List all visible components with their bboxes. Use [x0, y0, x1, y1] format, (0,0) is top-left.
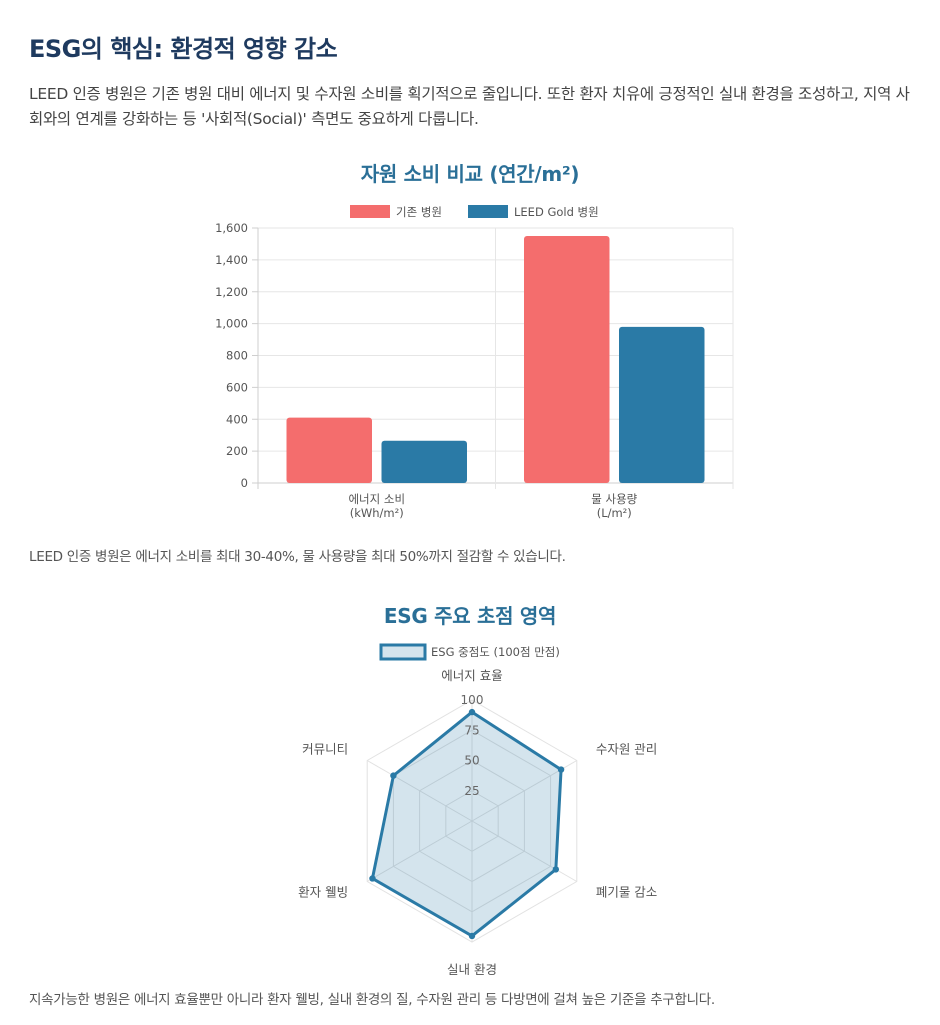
x-tick-label: 에너지 소비 [348, 492, 405, 506]
radar-axis-label: 폐기물 감소 [596, 885, 657, 900]
x-tick-label: 물 사용량 [591, 492, 637, 506]
bar [524, 235, 610, 483]
bar [286, 417, 372, 483]
radar-spoke [366, 820, 473, 882]
radar-axis-label: 커뮤니티 [302, 742, 348, 757]
radar-point [369, 875, 376, 882]
y-tick-label: 1,400 [215, 253, 248, 267]
bar [619, 326, 705, 483]
legend-label: ESG 중점도 (100점 만점) [431, 645, 560, 659]
y-tick-label: 1,200 [215, 285, 248, 299]
radar-spoke [366, 760, 473, 822]
page-title: ESG의 핵심: 환경적 영향 감소 [29, 35, 338, 63]
radar-tick-label: 100 [461, 693, 484, 707]
x-tick-label: (L/m²) [597, 506, 632, 520]
radar-tick-label: 50 [464, 754, 479, 768]
legend-label: LEED Gold 병원 [514, 205, 599, 219]
radar-point [468, 932, 476, 940]
y-tick-label: 0 [241, 476, 248, 490]
intro-paragraph: LEED 인증 병원은 기존 병원 대비 에너지 및 수자원 소비를 획기적으로… [29, 85, 910, 128]
radar-axis-label: 실내 환경 [447, 962, 497, 975]
radar-tick-label: 25 [464, 784, 479, 798]
bar-legend: 기존 병원 LEED Gold 병원 [350, 205, 599, 219]
radar-area [370, 710, 563, 938]
radar-point [468, 708, 476, 716]
legend-label: 기존 병원 [396, 205, 442, 219]
y-tick-label: 600 [226, 380, 248, 394]
radar-tick-label: 75 [464, 723, 479, 737]
x-tick-label: (kWh/m²) [350, 506, 404, 520]
radar-axis-label: 에너지 효율 [441, 668, 502, 683]
radar-chart-caption: 지속가능한 병원은 에너지 효율뿐만 아니라 환자 웰빙, 실내 환경의 질, … [29, 992, 715, 1008]
radar-point [390, 772, 397, 779]
radar-axis-label: 수자원 관리 [596, 742, 657, 757]
bar-chart-title: 자원 소비 비교 (연간/m²) [360, 162, 580, 186]
radar-axis-label: 환자 웰빙 [298, 885, 348, 900]
legend-swatch [379, 643, 427, 661]
y-tick-label: 400 [226, 412, 248, 426]
radar-point [557, 766, 565, 773]
radar-chart-title: ESG 주요 초점 영역 [383, 604, 557, 628]
legend-swatch [350, 205, 390, 218]
y-tick-label: 200 [226, 444, 248, 458]
legend-swatch [468, 205, 508, 218]
bar [381, 440, 467, 483]
radar-point [552, 866, 560, 873]
radar-legend: ESG 중점도 (100점 만점) [379, 643, 560, 661]
radar-spoke [471, 820, 578, 882]
bar-chart-caption: LEED 인증 병원은 에너지 소비를 최대 30-40%, 물 사용량을 최대… [29, 549, 566, 565]
y-tick-label: 1,600 [215, 221, 248, 235]
y-tick-label: 800 [226, 349, 248, 363]
y-tick-label: 1,000 [215, 317, 248, 331]
bar-chart: 기존 병원 LEED Gold 병원 0 200 400 600 800 1,000 1,200… [215, 205, 734, 520]
